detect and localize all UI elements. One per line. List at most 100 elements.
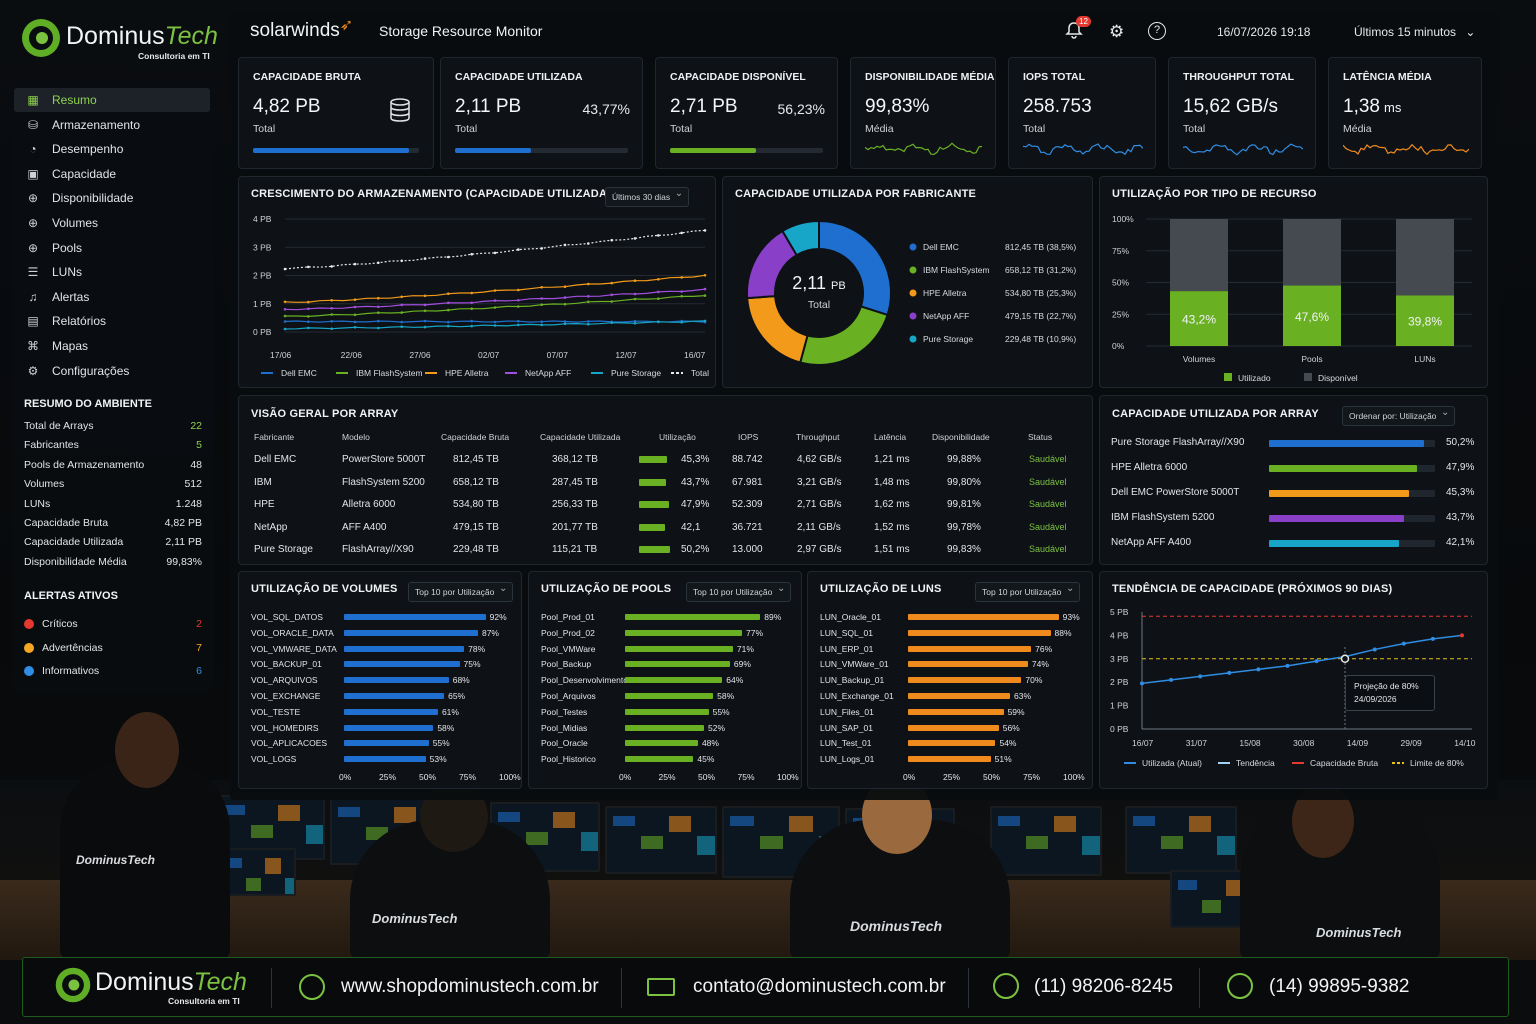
series-point — [283, 320, 287, 323]
array-cap-pct: 50,2% — [1446, 437, 1475, 448]
table-header[interactable]: Disponibilidade — [932, 432, 990, 442]
vendor-donut-chart: Dell EMC 812,45 TB (38,5%) IBM FlashSystem… — [746, 219, 1076, 366]
volumes-select[interactable]: Top 10 por Utilização — [408, 582, 514, 602]
table-header[interactable]: Status — [1028, 432, 1053, 442]
time-range-select[interactable]: Últimos 15 minutos ⌄ — [1354, 25, 1476, 39]
series-point — [423, 309, 427, 313]
array-cap-sort-select[interactable]: Ordenar por: Utilização — [1342, 406, 1456, 426]
list-item-label: VOL_ORACLE_DATA — [251, 627, 334, 638]
table-header[interactable]: Throughput — [796, 432, 840, 442]
monitor-widget — [1189, 816, 1212, 832]
kpi-value: 1,38 ms — [1343, 96, 1401, 118]
sidebar-item-mapas[interactable]: ⌘ Mapas — [14, 334, 210, 358]
sidebar-item-alertas[interactable]: ♫ Alertas — [14, 285, 210, 309]
list-item-label: Pool_Backup — [541, 659, 592, 670]
array-cap-pct: 47,9% — [1446, 462, 1475, 473]
table-header[interactable]: Latência — [874, 432, 907, 442]
table-cell-raw: 534,80 TB — [453, 499, 499, 510]
table-header[interactable]: Modelo — [342, 432, 370, 442]
monitor-widget — [250, 825, 273, 838]
series-point — [353, 262, 357, 266]
sparkline-path — [865, 142, 983, 156]
series-point — [470, 291, 473, 295]
help-icon[interactable]: ? — [1148, 22, 1166, 40]
luns-select[interactable]: Top 10 por Utilização — [975, 582, 1081, 602]
summary-row: Fabricantes 5 — [24, 439, 202, 451]
summary-row: Total de Arrays 22 — [24, 420, 202, 432]
sidebar-item-disponibilidade[interactable]: ⊕ Disponibilidade — [14, 186, 210, 210]
gear-icon[interactable]: ⚙ — [1109, 22, 1125, 41]
table-header[interactable]: Utilização — [659, 432, 696, 442]
footer-phone-1[interactable]: (11) 98206-8245 — [1034, 976, 1174, 997]
table-cell-raw: 229,48 TB — [453, 544, 499, 555]
table-header[interactable]: Capacidade Bruta — [441, 432, 510, 442]
monitor-widget — [759, 836, 784, 849]
table-cell-iops: 36.721 — [732, 521, 763, 533]
whatsapp-icon — [993, 973, 1019, 999]
donut-slice — [818, 219, 892, 317]
series-point — [307, 315, 310, 318]
sidebar-item-armazenamento[interactable]: ⛁ Armazenamento — [14, 113, 210, 137]
list-item-pct: 48% — [701, 738, 719, 749]
list-item-pct: 77% — [746, 627, 764, 638]
table-cell-iops: 88.742 — [732, 454, 763, 465]
table-cell-lat: 1,51 ms — [874, 544, 910, 555]
sidebar-item-pools[interactable]: ⊕ Pools — [14, 236, 210, 260]
alert-row[interactable]: Informativos 6 — [24, 665, 202, 677]
list-item-label: Pool_Desenvolvimento — [541, 675, 628, 686]
series-point — [283, 314, 287, 318]
footer-site[interactable]: www.shopdominustech.com.br — [341, 976, 599, 997]
kpi-sub: Total — [455, 123, 478, 135]
monitor-screen — [990, 806, 1102, 876]
series-point — [330, 313, 333, 316]
sidebar-item-volumes[interactable]: ⊕ Volumes — [14, 211, 210, 235]
alert-row[interactable]: Críticos 2 — [24, 618, 202, 630]
kpi-value-text: 258.753 — [1023, 96, 1092, 117]
series-point — [470, 324, 473, 328]
util-bar — [639, 456, 668, 463]
sidebar-item-relatórios[interactable]: ▤ Relatórios — [14, 309, 210, 333]
series-point — [540, 320, 543, 323]
series-point — [610, 293, 613, 297]
list-item-pct: 78% — [468, 643, 486, 654]
table-cell-vendor: HPE — [254, 499, 275, 510]
table-header[interactable]: Fabricante — [254, 432, 295, 442]
sidebar-item-configurações[interactable]: ⚙ Configurações — [14, 359, 210, 383]
monitor-widget — [697, 836, 715, 855]
pools-select[interactable]: Top 10 por Utilização — [686, 582, 792, 602]
monitor-widget — [1225, 880, 1245, 896]
alert-row[interactable]: Advertências 7 — [24, 642, 202, 654]
table-cell-vendor: Dell EMC — [254, 454, 297, 465]
footer-phone-2[interactable]: (14) 99895-9382 — [1269, 976, 1410, 997]
table-cell-model: AFF A400 — [342, 521, 387, 533]
sidebar-item-label: Configurações — [52, 363, 130, 378]
table-header[interactable]: Capacidade Utilizada — [540, 432, 621, 442]
x-tick-label: 25% — [658, 772, 676, 782]
sidebar-item-resumo[interactable]: ▦ Resumo — [14, 88, 210, 112]
kpi-sub: Total — [1183, 123, 1206, 135]
plus-circle-icon: ⊕ — [27, 216, 39, 230]
footer-email[interactable]: contato@dominustech.com.br — [693, 976, 946, 997]
sidebar-item-label: Pools — [52, 240, 83, 255]
summary-value: 512 — [184, 478, 202, 491]
list-item-bar — [344, 677, 449, 684]
list-item-pct: 59% — [1007, 706, 1025, 717]
list-item-bar — [344, 661, 460, 668]
vendor-donut-title: CAPACIDADE UTILIZADA POR FABRICANTE — [735, 188, 977, 200]
table-cell-util: 47,9% — [681, 499, 710, 510]
legend-value: 479,15 TB (22,7%) — [1005, 311, 1076, 321]
alerts-title: ALERTAS ATIVOS — [24, 590, 118, 602]
alert-count-badge: 12 — [1076, 16, 1091, 27]
trend-point — [1140, 681, 1144, 686]
table-cell-iops: 67.981 — [732, 476, 763, 488]
projection-point — [1340, 654, 1350, 664]
sidebar-item-capacidade[interactable]: ▣ Capacidade — [14, 162, 210, 186]
sparkline-path — [1183, 143, 1303, 156]
bell-icon[interactable]: 12 — [1064, 16, 1091, 40]
sidebar-item-luns[interactable]: ☰ LUNs — [14, 260, 210, 284]
series-point — [540, 323, 543, 327]
table-header[interactable]: IOPS — [738, 432, 759, 442]
bar-used — [1170, 291, 1228, 346]
growth-range-select[interactable]: Últimos 30 dias — [605, 187, 690, 207]
sidebar-item-desempenho[interactable]: ◔ Desempenho — [14, 137, 210, 161]
